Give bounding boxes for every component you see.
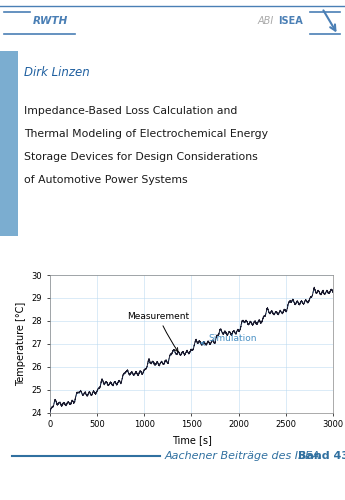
Text: Impedance-Based Loss Calculation and: Impedance-Based Loss Calculation and	[24, 106, 237, 116]
Text: Simulation: Simulation	[201, 334, 257, 345]
X-axis label: Time [s]: Time [s]	[171, 434, 211, 444]
Bar	[0, 36, 345, 51]
Y-axis label: Temperature [°C]: Temperature [°C]	[16, 302, 26, 386]
Text: Dirk Linzen: Dirk Linzen	[24, 66, 90, 78]
Text: Band 43: Band 43	[298, 450, 345, 460]
Text: Measurement: Measurement	[127, 312, 189, 352]
Text: Aachener Beiträge des ISEA: Aachener Beiträge des ISEA	[165, 450, 321, 460]
Text: Thermal Modeling of Electrochemical Energy: Thermal Modeling of Electrochemical Ener…	[24, 129, 268, 139]
Text: ABI: ABI	[258, 16, 274, 26]
Bar	[18, 56, 173, 88]
Text: ISEA: ISEA	[278, 16, 303, 26]
Text: Storage Devices for Design Considerations: Storage Devices for Design Consideration…	[24, 152, 258, 162]
Text: of Automotive Power Systems: of Automotive Power Systems	[24, 175, 188, 185]
Text: RWTH: RWTH	[33, 16, 68, 26]
Bar	[0, 51, 18, 236]
